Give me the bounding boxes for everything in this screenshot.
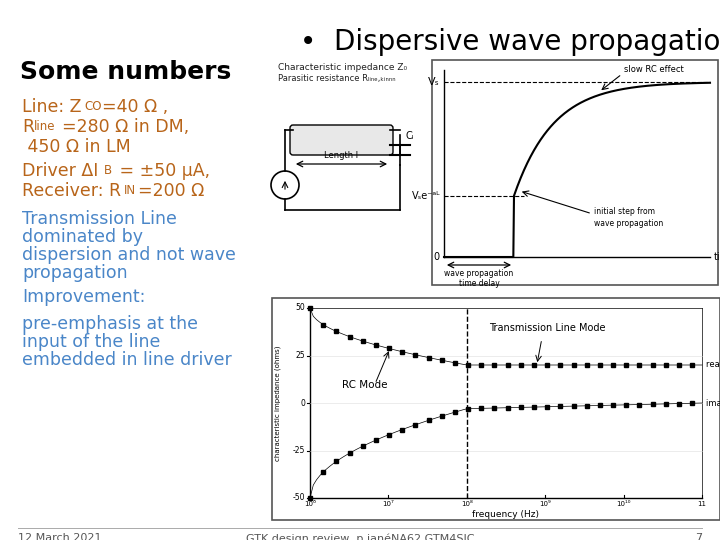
- Text: wave propagation: wave propagation: [594, 219, 663, 228]
- Text: embedded in line driver: embedded in line driver: [22, 351, 232, 369]
- Text: 12 March 2021: 12 March 2021: [18, 533, 102, 540]
- Text: =280 Ω in DM,: =280 Ω in DM,: [62, 118, 189, 136]
- Text: = ±50 μA,: = ±50 μA,: [114, 162, 210, 180]
- Text: Some numbers: Some numbers: [20, 60, 231, 84]
- Text: Characteristic impedance Z₀: Characteristic impedance Z₀: [278, 63, 407, 72]
- Text: Parasitic resistance Rₗᵢₙₑ,ₖᵢₙₙₙ: Parasitic resistance Rₗᵢₙₑ,ₖᵢₙₙₙ: [278, 74, 395, 83]
- Text: Receiver: R: Receiver: R: [22, 182, 121, 200]
- Text: initial step from: initial step from: [594, 207, 655, 216]
- Text: =40 Ω ,: =40 Ω ,: [102, 98, 168, 116]
- Text: -50: -50: [292, 494, 305, 503]
- Text: Cₗ: Cₗ: [405, 131, 413, 141]
- Text: 10⁷: 10⁷: [382, 501, 395, 507]
- Text: input of the line: input of the line: [22, 333, 161, 351]
- Text: wave propagation: wave propagation: [444, 269, 513, 278]
- Text: 10⁶: 10⁶: [304, 501, 316, 507]
- Text: real (Z₀): real (Z₀): [706, 361, 720, 369]
- Text: GTK design review  p.janéNA62 GTM4SIC: GTK design review p.janéNA62 GTM4SIC: [246, 533, 474, 540]
- Text: 10⁹: 10⁹: [539, 501, 551, 507]
- Text: imaginary (Z₀): imaginary (Z₀): [706, 399, 720, 408]
- Text: CO: CO: [84, 100, 102, 113]
- Text: Vₛ: Vₛ: [428, 77, 440, 87]
- Text: =200 Ω: =200 Ω: [138, 182, 204, 200]
- Text: 10⁸: 10⁸: [461, 501, 472, 507]
- FancyBboxPatch shape: [272, 298, 720, 520]
- Text: Driver ΔI: Driver ΔI: [22, 162, 99, 180]
- Text: B: B: [104, 164, 112, 177]
- Text: Transmission Line Mode: Transmission Line Mode: [489, 323, 605, 333]
- Text: 0: 0: [434, 252, 440, 262]
- Text: RC Mode: RC Mode: [342, 380, 388, 390]
- Text: 450 Ω in LM: 450 Ω in LM: [22, 138, 131, 156]
- Text: characteristic impedance (ohms): characteristic impedance (ohms): [275, 345, 282, 461]
- Text: line: line: [34, 120, 55, 133]
- Text: Improvement:: Improvement:: [22, 288, 145, 306]
- Text: 0: 0: [300, 399, 305, 408]
- Text: dominated by: dominated by: [22, 228, 143, 246]
- Text: 10¹⁰: 10¹⁰: [616, 501, 631, 507]
- FancyBboxPatch shape: [290, 125, 393, 155]
- FancyBboxPatch shape: [432, 60, 718, 285]
- Text: slow RC effect: slow RC effect: [624, 65, 684, 74]
- Text: IN: IN: [124, 184, 136, 197]
- Text: R: R: [22, 118, 34, 136]
- Text: propagation: propagation: [22, 264, 127, 282]
- Text: dispersion and not wave: dispersion and not wave: [22, 246, 236, 264]
- Text: time delay: time delay: [459, 279, 500, 288]
- Text: time: time: [714, 252, 720, 262]
- Text: 11: 11: [698, 501, 706, 507]
- Text: frequency (Hz): frequency (Hz): [472, 510, 539, 519]
- Text: Line: Z: Line: Z: [22, 98, 81, 116]
- Text: 25: 25: [295, 351, 305, 360]
- Text: 50: 50: [295, 303, 305, 313]
- Text: Vₛe⁻ᵃᴸ: Vₛe⁻ᵃᴸ: [412, 191, 440, 201]
- Text: 7: 7: [695, 533, 702, 540]
- Text: Length l: Length l: [325, 151, 359, 160]
- Text: pre-emphasis at the: pre-emphasis at the: [22, 315, 198, 333]
- Text: -25: -25: [292, 446, 305, 455]
- Text: •  Dispersive wave propagation: • Dispersive wave propagation: [300, 28, 720, 56]
- Text: Transmission Line: Transmission Line: [22, 210, 177, 228]
